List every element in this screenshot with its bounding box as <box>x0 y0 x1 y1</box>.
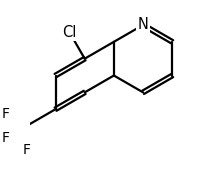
Text: Cl: Cl <box>62 25 77 40</box>
Text: F: F <box>1 131 9 145</box>
Text: F: F <box>22 143 30 157</box>
Text: N: N <box>138 17 148 32</box>
Text: F: F <box>1 107 9 121</box>
